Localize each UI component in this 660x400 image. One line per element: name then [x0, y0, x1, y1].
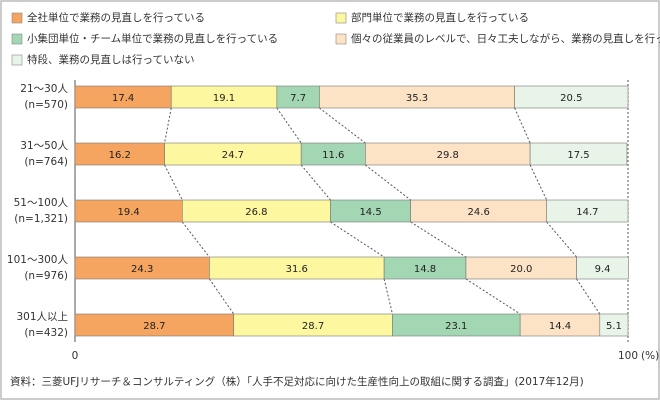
- legend-label: 小集団単位・チーム単位で業務の見直しを行っている: [27, 32, 278, 45]
- category-label: 51～100人: [14, 197, 69, 209]
- connector: [576, 278, 601, 315]
- value-label: 17.4: [112, 93, 134, 104]
- connector: [465, 278, 521, 315]
- value-label: 14.8: [414, 264, 436, 275]
- value-label: 35.3: [406, 93, 428, 104]
- value-label: 9.4: [595, 264, 611, 275]
- connector: [319, 107, 366, 144]
- connector: [330, 221, 385, 258]
- value-label: 14.5: [359, 207, 381, 218]
- value-label: 7.7: [290, 93, 306, 104]
- legend-swatch: [11, 12, 23, 24]
- value-label: 26.8: [245, 207, 267, 218]
- connector: [276, 107, 302, 144]
- legend-label: 部門単位で業務の見直しを行っている: [351, 11, 529, 24]
- connector: [164, 107, 172, 144]
- category-n: (n=432): [24, 327, 68, 339]
- category-label: 101～300人: [7, 254, 69, 266]
- category-label: 301人以上: [16, 311, 68, 323]
- value-label: 14.4: [549, 321, 571, 332]
- value-label: 23.1: [445, 321, 467, 332]
- x-unit: (%): [641, 350, 659, 362]
- connector: [164, 164, 183, 201]
- legend-label: 個々の従業員のレベルで、日々工夫しながら、業務の見直しを行っている: [351, 32, 660, 45]
- connector: [383, 278, 393, 315]
- category-n: (n=764): [24, 156, 68, 168]
- connector: [208, 278, 235, 315]
- value-label: 29.8: [437, 150, 459, 161]
- value-label: 31.6: [286, 264, 308, 275]
- category-n: (n=1,321): [14, 213, 68, 225]
- bar-segment: [529, 142, 628, 166]
- value-label: 24.7: [222, 150, 244, 161]
- legend-label: 特段、業務の見直しは行っていない: [27, 53, 194, 66]
- value-label: 14.7: [576, 207, 598, 218]
- connector: [529, 164, 548, 201]
- value-label: 11.6: [322, 150, 344, 161]
- value-label: 19.1: [213, 93, 235, 104]
- value-label: 19.4: [118, 207, 140, 218]
- value-label: 17.5: [567, 150, 589, 161]
- category-label: 31～50人: [20, 140, 68, 152]
- value-label: 24.3: [131, 264, 153, 275]
- value-label: 28.7: [302, 321, 324, 332]
- value-label: 5.1: [606, 321, 622, 332]
- value-label: 20.0: [510, 264, 532, 275]
- legend-swatch: [335, 33, 347, 45]
- x-tick-label: 100: [618, 350, 638, 362]
- category-n: (n=976): [24, 270, 68, 282]
- connector: [365, 164, 411, 201]
- source-note: 資料：三菱UFJリサーチ＆コンサルティング（株）「人手不足対応に向けた生産性向上…: [10, 375, 584, 388]
- value-label: 28.7: [143, 321, 165, 332]
- value-label: 24.6: [468, 207, 490, 218]
- bar-segment: [514, 85, 629, 109]
- value-label: 20.5: [560, 93, 582, 104]
- category-label: 21～30人: [20, 83, 68, 95]
- bar-segment: [599, 313, 629, 337]
- connector: [410, 221, 467, 258]
- x-tick-label: 0: [72, 350, 79, 362]
- legend-swatch: [11, 33, 23, 45]
- legend-swatch: [335, 12, 347, 24]
- connector: [181, 221, 210, 258]
- bar-segment: [546, 199, 629, 223]
- legend-label: 全社単位で業務の見直しを行っている: [27, 11, 205, 24]
- bar-segment: [576, 256, 629, 280]
- value-label: 16.2: [109, 150, 131, 161]
- legend-swatch: [11, 54, 23, 66]
- category-n: (n=570): [24, 99, 68, 111]
